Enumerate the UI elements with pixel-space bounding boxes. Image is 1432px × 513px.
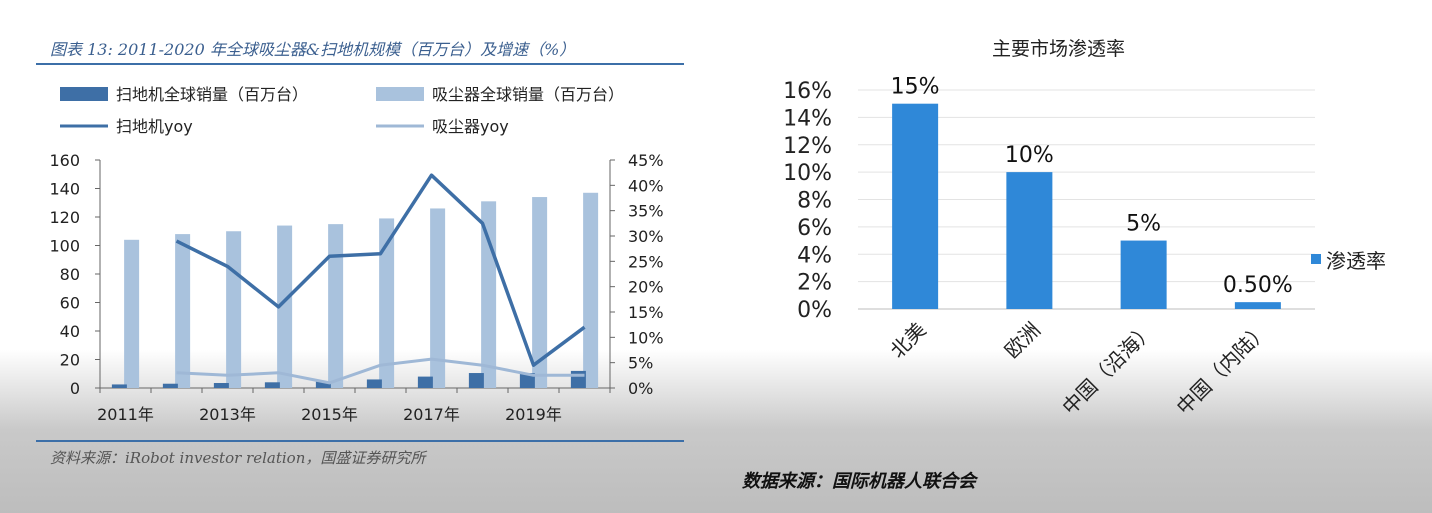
right-chart-title: 主要市场渗透率 bbox=[992, 38, 1126, 60]
legend-swatch bbox=[1311, 254, 1321, 264]
right-y-tick-label: 20% bbox=[628, 278, 664, 297]
bar-vacuum bbox=[277, 225, 293, 388]
bar-robot bbox=[162, 383, 178, 388]
y-tick-label: 16% bbox=[783, 79, 832, 104]
x-tick-label: 2019年 bbox=[505, 405, 562, 424]
bar-robot bbox=[213, 383, 229, 388]
bar-vacuum bbox=[532, 197, 548, 388]
legend-swatch-0 bbox=[60, 87, 108, 101]
bottom-rule bbox=[36, 440, 684, 442]
bar-robot bbox=[570, 370, 586, 388]
right-source: 数据来源：国际机器人联合会 bbox=[742, 471, 976, 492]
right-y-tick-label: 25% bbox=[628, 252, 664, 271]
bar-robot bbox=[519, 373, 535, 388]
y-tick-label: 10% bbox=[783, 161, 832, 186]
bar-robot bbox=[315, 381, 331, 388]
x-tick-label: 中国（沿海） bbox=[1057, 318, 1159, 420]
x-tick-label: 2017年 bbox=[403, 405, 460, 424]
legend-label-0: 扫地机全球销量（百万台） bbox=[116, 85, 308, 104]
data-label: 10% bbox=[1005, 143, 1054, 168]
x-tick-label: 2015年 bbox=[301, 405, 358, 424]
bar-robot bbox=[417, 376, 433, 388]
right-y-tick-label: 35% bbox=[628, 202, 664, 221]
x-tick-label: 2013年 bbox=[199, 405, 256, 424]
line-vacuum-yoy bbox=[176, 357, 585, 385]
bar-penetration bbox=[1234, 302, 1281, 309]
legend-label-1: 吸尘器全球销量（百万台） bbox=[432, 85, 624, 104]
right-y-tick-label: 10% bbox=[628, 328, 664, 347]
bar-vacuum bbox=[226, 231, 242, 388]
line-robot-yoy bbox=[175, 173, 586, 367]
right-y-tick-label: 0% bbox=[628, 379, 653, 398]
x-tick-label: 中国（内陆） bbox=[1172, 318, 1274, 420]
y-tick-label: 12% bbox=[783, 134, 832, 159]
y-tick-label: 8% bbox=[797, 189, 832, 214]
bar-robot bbox=[111, 384, 127, 388]
bar-vacuum bbox=[379, 218, 395, 388]
top-rule bbox=[36, 63, 684, 65]
x-tick-label: 欧洲 bbox=[1000, 318, 1045, 363]
left-y-tick-label: 40 bbox=[60, 322, 80, 341]
left-y-tick-label: 60 bbox=[60, 294, 80, 313]
left-y-tick-label: 0 bbox=[70, 379, 80, 398]
bar-penetration bbox=[1006, 172, 1053, 309]
data-label: 0.50% bbox=[1223, 273, 1293, 298]
data-label: 15% bbox=[891, 75, 940, 100]
right-y-tick-label: 40% bbox=[628, 176, 664, 195]
left-y-tick-label: 140 bbox=[49, 180, 80, 199]
left-y-tick-label: 120 bbox=[49, 208, 80, 227]
x-tick-label: 2011年 bbox=[97, 405, 154, 424]
y-tick-label: 0% bbox=[797, 298, 832, 323]
legend-label-2: 扫地机yoy bbox=[116, 117, 193, 136]
bar-vacuum bbox=[175, 234, 191, 388]
right-chart: 0%2%4%6%8%10%12%14%16% 15%北美10%欧洲5%中国（沿海）… bbox=[783, 75, 1386, 420]
bar-penetration bbox=[1120, 240, 1167, 309]
legend-label-3: 吸尘器yoy bbox=[432, 117, 509, 136]
x-tick-label: 北美 bbox=[885, 318, 930, 363]
right-y-tick-label: 30% bbox=[628, 227, 664, 246]
legend-swatch-1 bbox=[376, 87, 424, 101]
bar-vacuum bbox=[430, 208, 446, 388]
left-chart: 0 20 40 60 80 100 120 140 160 0% 5% 10% 15% 20% 25% 30%… bbox=[49, 85, 664, 424]
left-y-tick-label: 160 bbox=[49, 151, 80, 170]
y-tick-label: 4% bbox=[797, 243, 832, 268]
bar-penetration bbox=[892, 103, 939, 309]
bar-robot bbox=[366, 379, 382, 388]
bar-vacuum bbox=[124, 239, 140, 388]
left-y-tick-label: 20 bbox=[60, 351, 80, 370]
data-label: 5% bbox=[1126, 212, 1161, 237]
right-y-tick-label: 15% bbox=[628, 303, 664, 322]
left-figure-title: 图表 13: 2011-2020 年全球吸尘器&扫地机规模（百万台）及增速（%） bbox=[50, 40, 576, 59]
left-source: 资料来源：iRobot investor relation，国盛证券研究所 bbox=[50, 449, 426, 467]
y-tick-label: 6% bbox=[797, 216, 832, 241]
legend-label: 渗透率 bbox=[1326, 249, 1386, 273]
y-tick-label: 14% bbox=[783, 106, 832, 131]
bar-vacuum bbox=[583, 192, 599, 388]
bar-robot bbox=[468, 373, 484, 388]
right-y-tick-label: 5% bbox=[628, 354, 653, 373]
left-y-tick-label: 80 bbox=[60, 265, 80, 284]
right-y-tick-label: 45% bbox=[628, 151, 664, 170]
bar-vacuum bbox=[328, 224, 344, 388]
y-tick-label: 2% bbox=[797, 271, 832, 296]
left-y-tick-label: 100 bbox=[49, 237, 80, 256]
bar-robot bbox=[264, 382, 280, 388]
